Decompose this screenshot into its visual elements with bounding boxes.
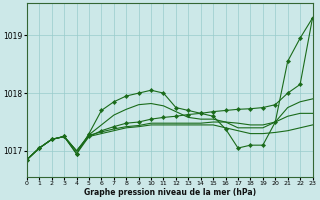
X-axis label: Graphe pression niveau de la mer (hPa): Graphe pression niveau de la mer (hPa) bbox=[84, 188, 256, 197]
